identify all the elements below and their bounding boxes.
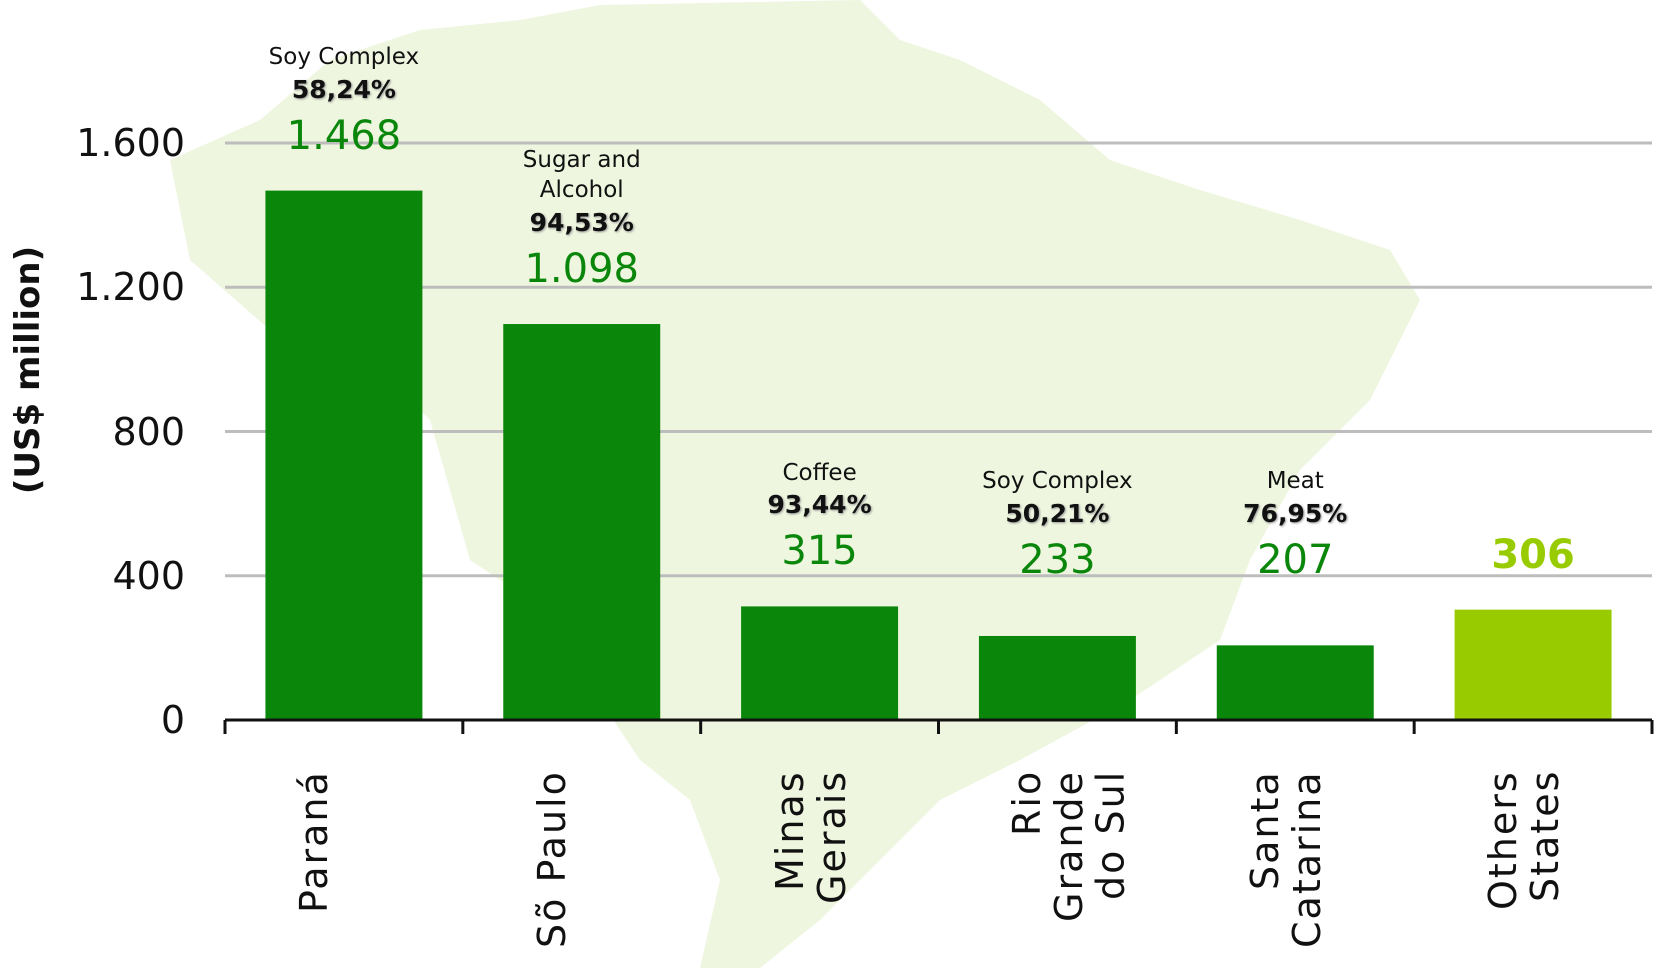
map-background bbox=[170, 0, 1420, 968]
bar bbox=[741, 606, 899, 720]
bar bbox=[265, 190, 423, 721]
annotation-product: Sugar and Alcohol bbox=[522, 147, 641, 204]
annotation-product: Soy Complex bbox=[268, 43, 420, 70]
bar bbox=[1454, 609, 1612, 720]
bar bbox=[1216, 645, 1374, 720]
annotation-share: 76,95% bbox=[1243, 499, 1348, 528]
annotation: Meat 76,95% bbox=[1200, 467, 1390, 528]
x-tick-label: Rio Grande do Sul bbox=[1005, 770, 1133, 922]
y-tick-label: 800 bbox=[112, 409, 185, 454]
x-tick-label: Minas Gerais bbox=[767, 770, 854, 905]
x-tick-label: Paraná bbox=[291, 770, 336, 913]
annotation-share: 93,44% bbox=[767, 490, 872, 520]
annotation-product: Coffee bbox=[782, 459, 857, 486]
value-label: 1.098 bbox=[524, 246, 639, 293]
x-tick-label: Others States bbox=[1481, 770, 1567, 910]
annotation-product: Meat bbox=[1266, 468, 1324, 495]
x-tick-label: Sõ Paulo bbox=[529, 770, 574, 948]
value-label: 315 bbox=[781, 528, 858, 575]
annotation-share: 50,21% bbox=[1005, 499, 1110, 528]
value-label: 207 bbox=[1257, 537, 1334, 583]
x-tick-label: Santa Catarina bbox=[1243, 770, 1330, 948]
annotation-product: Soy Complex bbox=[982, 468, 1133, 495]
y-tick-label: 1.200 bbox=[76, 265, 185, 310]
y-tick-label: 1.600 bbox=[76, 121, 185, 165]
bar bbox=[978, 635, 1136, 720]
value-label: 1.468 bbox=[286, 112, 402, 159]
value-label: 233 bbox=[1019, 537, 1096, 583]
y-tick-label: 0 bbox=[160, 698, 185, 742]
annotation-share: 58,24% bbox=[291, 74, 396, 104]
annotation: Soy Complex 58,24% bbox=[249, 43, 439, 104]
annotation: Coffee 93,44% bbox=[725, 459, 915, 520]
annotation-share: 94,53% bbox=[529, 208, 634, 238]
y-tick-label: 400 bbox=[112, 553, 185, 598]
annotation: Soy Complex 50,21% bbox=[962, 467, 1152, 528]
annotation: Sugar and Alcohol 94,53% bbox=[487, 146, 677, 237]
bar bbox=[503, 324, 661, 720]
value-label: 306 bbox=[1491, 531, 1575, 578]
